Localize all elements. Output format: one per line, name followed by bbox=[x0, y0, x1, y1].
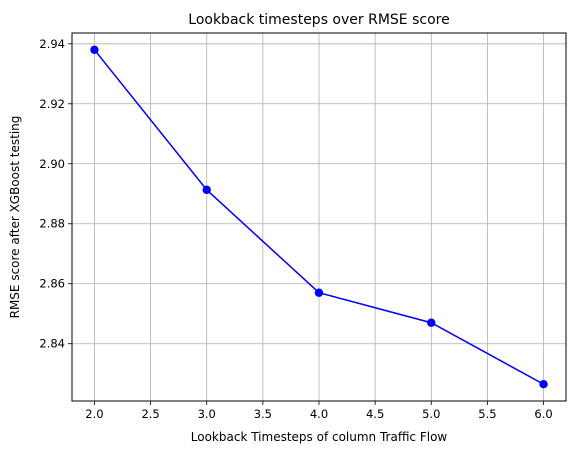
y-tick-label: 2.88 bbox=[39, 217, 65, 231]
x-tick-label: 2.0 bbox=[85, 407, 103, 421]
y-tick-label: 2.84 bbox=[39, 337, 65, 351]
x-tick-label: 6.0 bbox=[534, 407, 552, 421]
data-point bbox=[90, 45, 99, 54]
x-tick-label: 4.0 bbox=[310, 407, 328, 421]
y-tick-label: 2.94 bbox=[39, 37, 65, 51]
plot-frame bbox=[71, 32, 567, 402]
x-axis-label: Lookback Timesteps of column Traffic Flo… bbox=[191, 430, 448, 444]
y-tick-label: 2.92 bbox=[39, 97, 65, 111]
x-tick-label: 3.5 bbox=[254, 407, 272, 421]
chart-title: Lookback timesteps over RMSE score bbox=[188, 12, 449, 28]
data-point bbox=[539, 380, 548, 389]
x-tick-label: 2.5 bbox=[141, 407, 159, 421]
data-point bbox=[427, 318, 436, 327]
data-series bbox=[90, 45, 548, 389]
data-point bbox=[314, 288, 324, 297]
grid-lines bbox=[72, 33, 566, 401]
y-axis-label: RMSE score after XGBoost testing bbox=[8, 116, 22, 319]
x-tick-label: 5.0 bbox=[422, 407, 440, 421]
x-tick-label: 4.5 bbox=[366, 407, 384, 421]
x-tick-label: 5.5 bbox=[478, 407, 496, 421]
data-point bbox=[202, 185, 211, 195]
y-tick-label: 2.90 bbox=[39, 157, 65, 171]
x-tick-label: 3.0 bbox=[198, 407, 216, 421]
y-tick-label: 2.86 bbox=[39, 277, 65, 291]
axis-ticks: 2.0 2.5 3.0 3.5 4.0 4.5 5.0 5.5 6.0 2.84 2.86 2.88 2… bbox=[39, 37, 552, 421]
